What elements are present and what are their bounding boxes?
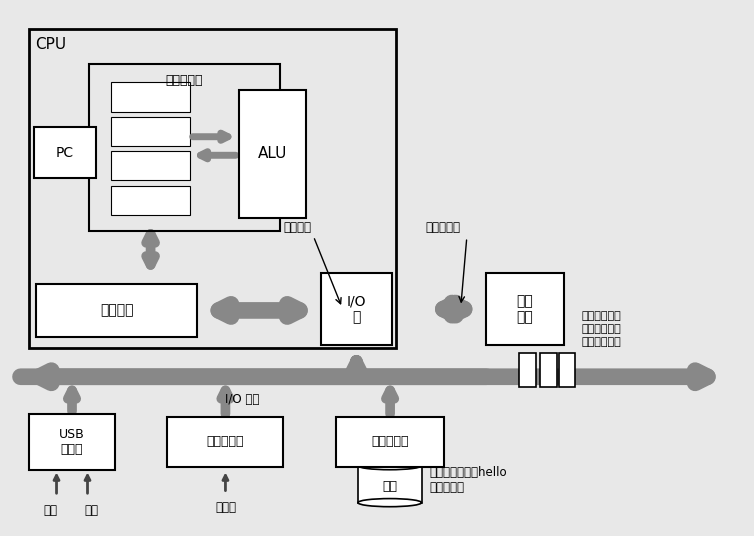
Bar xyxy=(540,353,556,388)
Text: 主存
储器: 主存 储器 xyxy=(516,294,533,324)
Text: I/O
桥: I/O 桥 xyxy=(347,294,366,324)
Text: 存储在磁盘上的hello
可执行文件: 存储在磁盘上的hello 可执行文件 xyxy=(429,466,507,494)
Text: I/O 总线: I/O 总线 xyxy=(225,393,259,406)
Text: 系统总线: 系统总线 xyxy=(284,220,311,234)
Text: 总线接口: 总线接口 xyxy=(100,303,133,317)
Bar xyxy=(29,29,396,347)
Text: 图形适配器: 图形适配器 xyxy=(207,435,244,448)
Text: 磁盘控制器: 磁盘控制器 xyxy=(372,435,409,448)
Text: 显示器: 显示器 xyxy=(215,501,236,515)
Bar xyxy=(29,414,115,470)
Text: 存储器总线: 存储器总线 xyxy=(426,220,461,234)
Bar xyxy=(336,416,444,467)
Ellipse shape xyxy=(358,498,421,507)
Bar xyxy=(112,117,190,146)
Bar xyxy=(358,466,421,503)
Bar xyxy=(34,128,96,178)
Bar xyxy=(520,353,535,388)
Text: CPU: CPU xyxy=(35,38,66,52)
Text: ALU: ALU xyxy=(258,146,287,161)
Ellipse shape xyxy=(358,461,421,470)
Text: 鼠标: 鼠标 xyxy=(44,504,57,517)
Text: USB
控制器: USB 控制器 xyxy=(59,428,85,456)
Bar xyxy=(112,186,190,215)
Text: 键盘: 键盘 xyxy=(84,504,98,517)
Text: 扩展槽，留待
网络适配器一
类的设备使用: 扩展槽，留待 网络适配器一 类的设备使用 xyxy=(581,311,621,347)
Bar xyxy=(112,151,190,181)
Bar xyxy=(112,83,190,111)
Bar xyxy=(486,273,564,345)
Bar xyxy=(36,284,198,337)
Bar xyxy=(167,416,284,467)
Bar xyxy=(89,64,280,231)
Bar xyxy=(238,90,306,218)
Bar xyxy=(559,353,575,388)
Bar xyxy=(321,273,392,345)
Text: 磁盘: 磁盘 xyxy=(382,480,397,493)
Text: PC: PC xyxy=(56,146,74,160)
Text: 寄存器文件: 寄存器文件 xyxy=(166,75,203,87)
